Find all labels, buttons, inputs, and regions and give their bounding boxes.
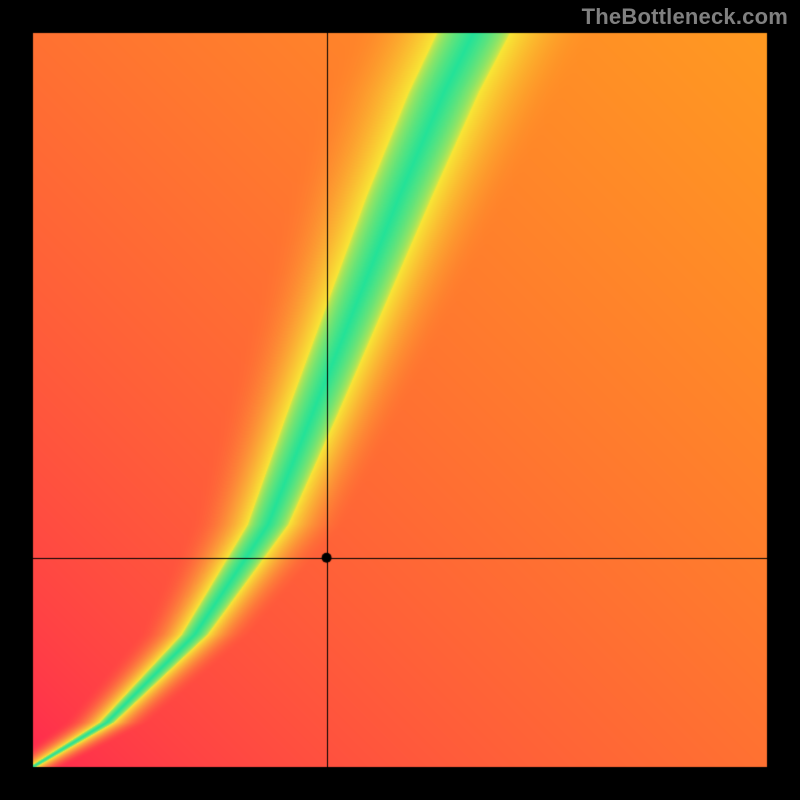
chart-container: TheBottleneck.com xyxy=(0,0,800,800)
heatmap-canvas xyxy=(0,0,800,800)
watermark-text: TheBottleneck.com xyxy=(582,4,788,30)
